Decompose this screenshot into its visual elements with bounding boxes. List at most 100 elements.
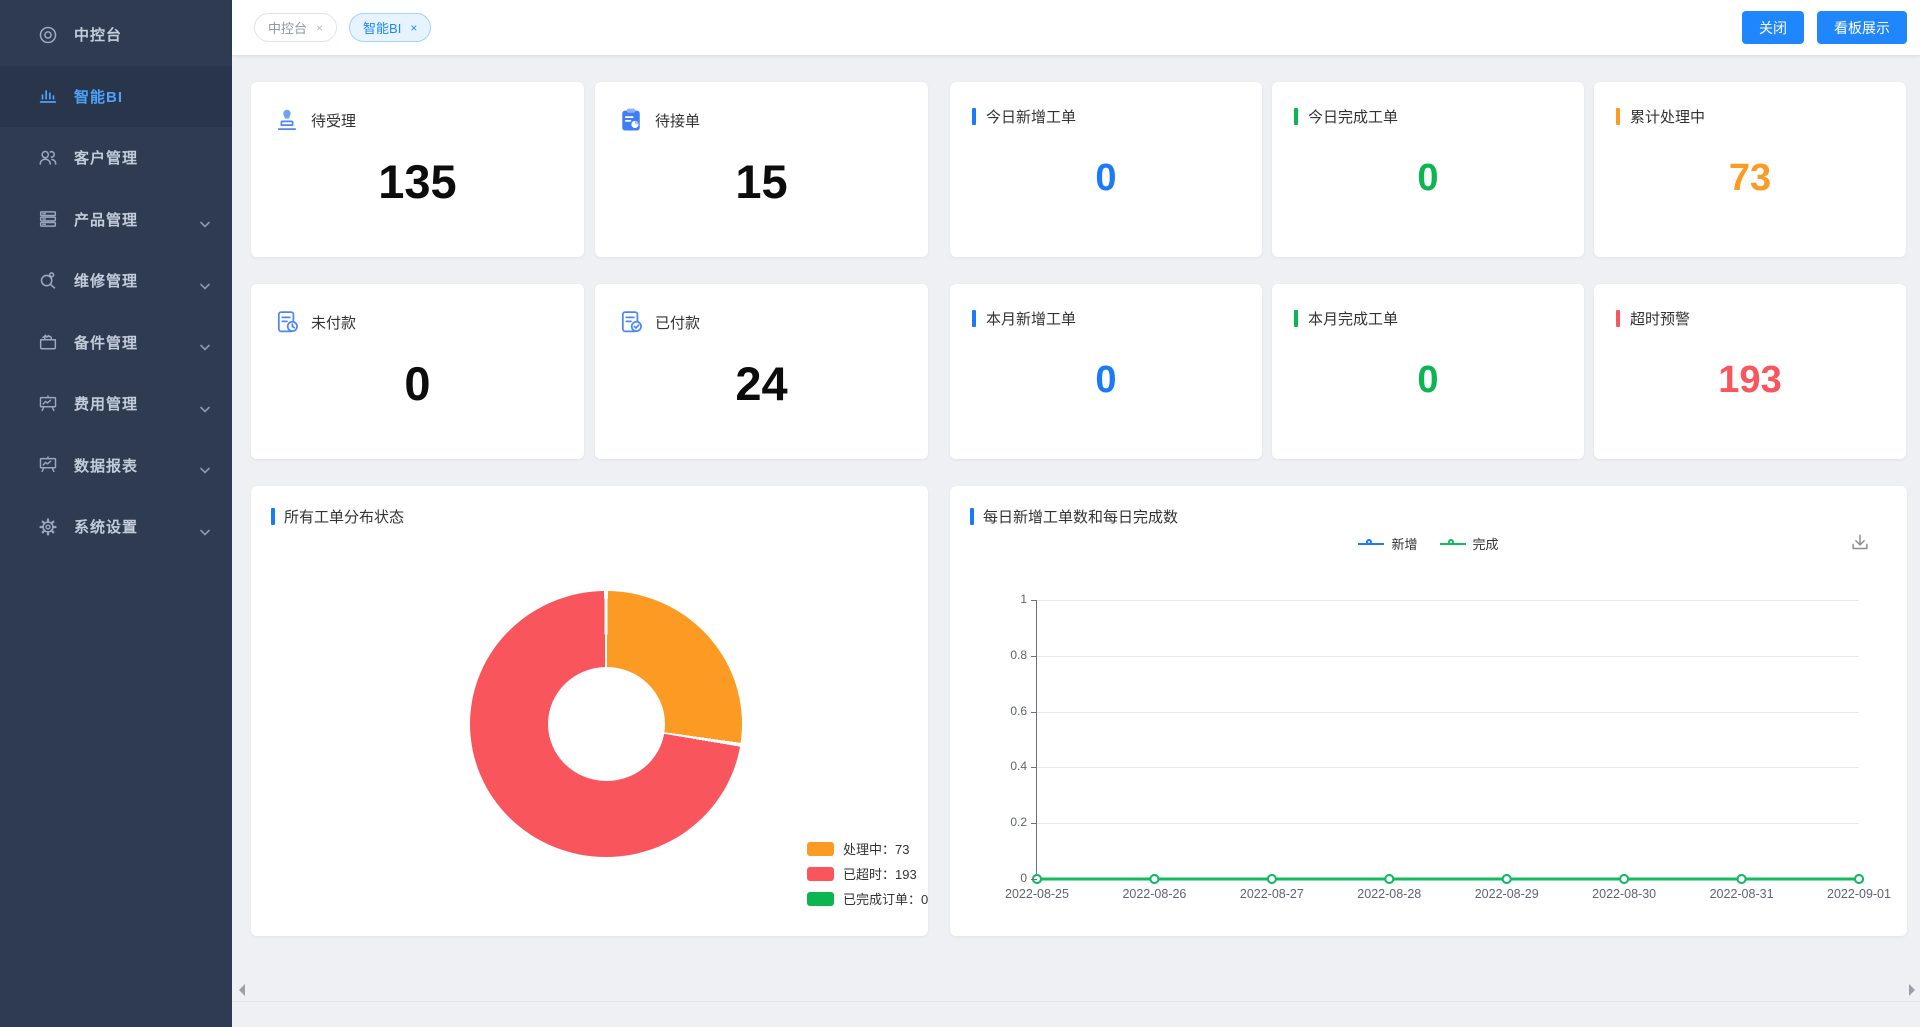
sidebar-item-smart-bi[interactable]: 智能BI — [0, 65, 232, 127]
chevron-down-icon — [200, 523, 210, 541]
sidebar-item-label: 费用管理 — [74, 396, 139, 414]
accent-bar — [972, 310, 976, 327]
x-axis-label: 2022-08-28 — [1357, 887, 1422, 901]
sidebar-item-label: 客户管理 — [74, 150, 139, 168]
scroll-left-arrow-icon[interactable] — [239, 984, 245, 996]
close-icon[interactable]: × — [316, 20, 324, 35]
x-axis-label: 2022-08-26 — [1122, 887, 1187, 901]
legend-swatch — [807, 891, 834, 906]
line-legend-item[interactable]: 新增 — [1358, 534, 1418, 553]
sidebar-item-repair[interactable]: 维修管理 — [0, 250, 232, 312]
stat-row-1: 待受理 135 — [251, 82, 1907, 257]
legend-label: 完成 — [1472, 537, 1499, 552]
bi-chart-icon — [36, 84, 60, 108]
sidebar: 中控台 智能BI 客户管理 — [0, 0, 232, 1027]
stat-value: 135 — [378, 155, 457, 208]
chart-title: 所有工单分布状态 — [284, 509, 405, 526]
y-axis-tick — [1031, 879, 1037, 880]
sidebar-item-console[interactable]: 中控台 — [0, 4, 232, 66]
stat-value: 0 — [1095, 358, 1117, 401]
stat-card-paid: 已付款 24 — [595, 284, 928, 459]
legend-marker — [1358, 538, 1385, 545]
stat-card-total-processing: 累计处理中 73 — [1594, 82, 1906, 257]
sidebar-item-customers[interactable]: 客户管理 — [0, 127, 232, 189]
scroll-right-arrow-icon[interactable] — [1909, 984, 1915, 996]
tabs-bar: 中控台 × 智能BI × 关闭 看板展示 — [232, 0, 1920, 55]
doc-check-icon — [617, 308, 645, 336]
chart-title: 每日新增工单数和每日完成数 — [983, 509, 1179, 526]
stat-row-2: 未付款 0 — [251, 284, 1907, 459]
chevron-down-icon — [200, 215, 210, 233]
y-axis-label: 0.4 — [1010, 759, 1027, 774]
stat-title: 今日完成工单 — [1308, 109, 1399, 126]
open-tabs: 中控台 × 智能BI × — [254, 13, 432, 42]
legend-label: 新增 — [1391, 537, 1418, 552]
stat-value: 73 — [1728, 156, 1772, 199]
gridline — [1037, 767, 1859, 769]
customers-icon — [36, 146, 60, 170]
gridline — [1037, 823, 1859, 825]
sidebar-item-products[interactable]: 产品管理 — [0, 189, 232, 251]
topbar-actions: 关闭 看板展示 — [1742, 11, 1907, 44]
chart-title-row: 所有工单分布状态 — [271, 506, 908, 527]
chevron-down-icon — [200, 277, 210, 295]
sidebar-item-spare-parts[interactable]: 备件管理 — [0, 312, 232, 374]
main-content: 中控台 × 智能BI × 关闭 看板展示 — [232, 0, 1920, 1027]
stat-value: 24 — [735, 357, 788, 410]
y-axis-tick — [1031, 711, 1037, 713]
tab-smart-bi[interactable]: 智能BI × — [349, 13, 432, 42]
fees-icon — [36, 392, 60, 416]
stat-value: 15 — [735, 155, 788, 208]
line-series — [1032, 874, 1864, 884]
close-icon[interactable]: × — [410, 20, 418, 35]
accent-bar — [1294, 108, 1298, 125]
y-axis-label: 0.8 — [1010, 647, 1027, 662]
dashboard: 待受理 135 — [232, 55, 1920, 936]
line-legend: 新增 完成 — [950, 534, 1907, 553]
gridline — [1037, 711, 1859, 713]
legend-swatch — [807, 841, 834, 856]
y-axis-label: 0 — [1020, 871, 1027, 885]
stat-card-today-done: 今日完成工单 0 — [1272, 82, 1584, 257]
sidebar-item-fees[interactable]: 费用管理 — [0, 373, 232, 435]
x-axis-label: 2022-08-29 — [1474, 887, 1539, 901]
tab-label: 智能BI — [363, 21, 402, 36]
x-axis-label: 2022-09-01 — [1827, 887, 1891, 901]
legend-label: 已超时：193 — [843, 867, 917, 882]
stat-card-unpaid: 未付款 0 — [251, 284, 584, 459]
y-axis-tick — [1031, 600, 1037, 601]
stat-title: 今日新增工单 — [986, 109, 1077, 126]
pie-legend-item: 已完成订单：0 — [807, 886, 928, 911]
tab-console[interactable]: 中控台 × — [254, 13, 338, 42]
close-button[interactable]: 关闭 — [1742, 11, 1804, 44]
stat-value: 0 — [1417, 156, 1439, 199]
chart-title-row: 每日新增工单数和每日完成数 — [970, 506, 1887, 527]
reports-icon — [36, 453, 60, 477]
sidebar-item-label: 备件管理 — [74, 334, 139, 352]
doc-clock-icon — [273, 308, 301, 336]
charts-row: 所有工单分布状态 处理中：73 已超时：193 已完成订单：0 每日新增工单数和每日… — [251, 486, 1907, 936]
spare-parts-icon — [36, 330, 60, 354]
legend-label: 已完成订单：0 — [843, 892, 928, 907]
board-display-button[interactable]: 看板展示 — [1817, 11, 1907, 44]
legend-swatch — [807, 866, 834, 881]
x-axis-label: 2022-08-27 — [1239, 887, 1304, 901]
download-icon[interactable] — [1849, 532, 1871, 554]
horizontal-scrollbar-track[interactable] — [232, 1001, 1920, 1002]
y-axis-label: 0.2 — [1010, 815, 1027, 830]
sidebar-item-settings[interactable]: 系统设置 — [0, 496, 232, 558]
sidebar-item-reports[interactable]: 数据报表 — [0, 435, 232, 497]
pie-legend-item: 已超时：193 — [807, 861, 928, 886]
stat-title: 待受理 — [311, 112, 357, 130]
settings-icon — [36, 515, 60, 539]
gridline — [1037, 655, 1859, 657]
console-icon — [36, 23, 60, 47]
stat-title: 待接单 — [655, 112, 701, 130]
products-icon — [36, 207, 60, 231]
y-axis-label: 1 — [1020, 592, 1027, 606]
line-legend-item[interactable]: 完成 — [1439, 534, 1499, 553]
title-accent-bar — [271, 508, 275, 525]
gridline — [1037, 600, 1859, 601]
work-order-status-chart-card: 所有工单分布状态 处理中：73 已超时：193 已完成订单：0 — [251, 486, 928, 936]
